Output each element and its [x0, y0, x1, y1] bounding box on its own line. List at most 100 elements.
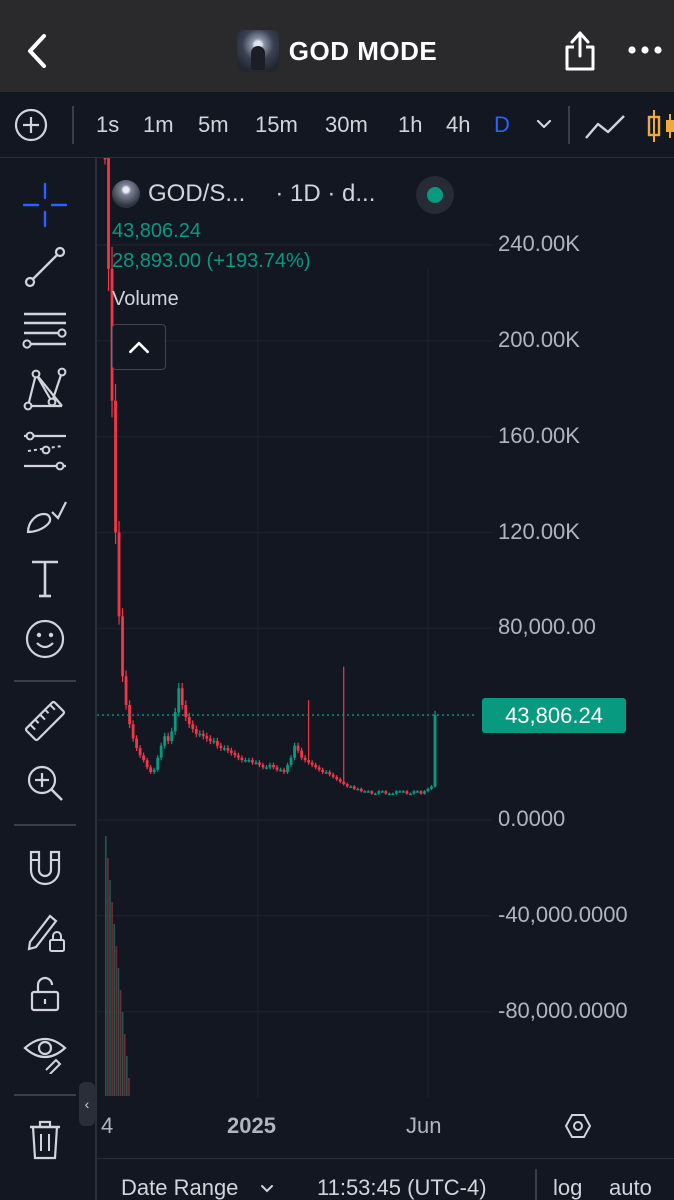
- interval-15m[interactable]: 15m: [255, 112, 298, 137]
- candle-body: [258, 762, 261, 765]
- volume-bar: [128, 1078, 130, 1096]
- volume-bar: [109, 880, 111, 1096]
- unlock-icon[interactable]: [22, 970, 68, 1016]
- pattern-icon[interactable]: [22, 366, 68, 412]
- y-axis-tick: 240.00K: [498, 231, 580, 256]
- log-scale-toggle[interactable]: log: [553, 1175, 583, 1200]
- auto-scale-toggle[interactable]: auto: [609, 1175, 652, 1200]
- candle-body: [205, 736, 209, 739]
- trash-icon[interactable]: [22, 1116, 68, 1162]
- candle-body: [359, 788, 363, 792]
- candle-body: [296, 745, 300, 751]
- candle-body: [184, 705, 188, 717]
- eye-icon[interactable]: [22, 1028, 68, 1074]
- crosshair-icon[interactable]: [22, 182, 68, 228]
- candle-body: [321, 769, 325, 773]
- candle-body: [251, 760, 254, 763]
- header-title-group: GOD MODE: [0, 30, 674, 72]
- ruler-icon[interactable]: [22, 698, 68, 744]
- candle-body: [261, 764, 265, 768]
- candle-body: [107, 158, 110, 269]
- candle-body: [240, 757, 244, 761]
- interval-1h[interactable]: 1h: [398, 112, 423, 137]
- candle-body: [173, 712, 177, 732]
- tools-divider: [14, 824, 76, 826]
- candle-body: [117, 532, 121, 617]
- more-horizontal-icon[interactable]: [628, 44, 662, 56]
- magnet-icon[interactable]: [22, 846, 68, 892]
- symbol-name: GOD/S...: [148, 180, 246, 207]
- candle-body: [300, 750, 303, 758]
- candle-body: [338, 779, 342, 782]
- drawing-tools-sidebar: [0, 158, 92, 1200]
- market-status-indicator[interactable]: [416, 176, 454, 214]
- legend-collapse-button[interactable]: [112, 324, 166, 370]
- tools-divider: [14, 680, 76, 682]
- candle-body: [391, 793, 395, 796]
- candle-body: [170, 731, 174, 741]
- trend-line-icon[interactable]: [22, 244, 68, 290]
- symbol-legend[interactable]: GOD/S... · 1D · d...: [112, 180, 375, 208]
- candle-body: [426, 788, 430, 792]
- candle-body: [349, 786, 353, 788]
- candle-body: [268, 764, 272, 768]
- timezone-clock[interactable]: 11:53:45 (UTC-4): [317, 1175, 487, 1200]
- candle-body: [131, 724, 135, 739]
- candle-body: [177, 688, 181, 713]
- share-icon[interactable]: [562, 28, 598, 72]
- candle-body: [180, 688, 184, 705]
- interval-5m[interactable]: 5m: [198, 112, 229, 137]
- candle-body: [194, 728, 198, 734]
- add-circle-icon[interactable]: [14, 108, 48, 142]
- candle-body: [124, 676, 128, 705]
- date-range-button[interactable]: Date Range: [121, 1175, 239, 1200]
- candle-body: [121, 616, 124, 677]
- candle-body: [293, 745, 296, 758]
- candles-chart-icon[interactable]: [644, 108, 674, 144]
- candle-body: [237, 755, 240, 758]
- prediction-icon[interactable]: [22, 428, 68, 474]
- chevron-down-icon[interactable]: [259, 1181, 275, 1197]
- brush-icon[interactable]: [22, 492, 68, 538]
- candle-body: [265, 767, 268, 769]
- candle-body: [219, 745, 223, 749]
- candle-body: [152, 769, 156, 773]
- candle-body: [307, 760, 311, 763]
- text-icon[interactable]: [22, 556, 68, 602]
- candle-body: [198, 733, 202, 736]
- interval-toolbar: 1s 1m 5m 15m 30m 1h 4h D: [0, 92, 674, 158]
- zoom-in-icon[interactable]: [22, 760, 68, 806]
- interval-4h[interactable]: 4h: [446, 112, 471, 137]
- volume-bar: [117, 968, 120, 1096]
- line-chart-icon[interactable]: [584, 112, 626, 142]
- app-avatar: [236, 30, 279, 72]
- candle-body: [409, 793, 412, 796]
- price-change-value: 28,893.00 (+193.74%): [112, 250, 311, 272]
- toolbar-divider: [72, 106, 74, 144]
- lock-drawing-icon[interactable]: [22, 908, 68, 954]
- emoji-icon[interactable]: [22, 616, 68, 662]
- coin-logo: [112, 180, 140, 208]
- candle-body: [310, 762, 314, 765]
- back-chevron-icon[interactable]: [22, 32, 52, 70]
- candle-body: [366, 791, 370, 793]
- candle-body: [272, 764, 275, 768]
- candle-body: [201, 733, 205, 737]
- interval-d[interactable]: D: [494, 112, 510, 137]
- collapse-sidebar-button[interactable]: ‹: [79, 1082, 95, 1126]
- candle-body: [352, 786, 356, 789]
- candle-body: [275, 767, 279, 770]
- chart-settings-icon[interactable]: [564, 1112, 592, 1140]
- fib-retracement-icon[interactable]: [22, 306, 68, 352]
- y-axis-tick: 160.00K: [498, 422, 580, 448]
- interval-1s[interactable]: 1s: [96, 112, 120, 137]
- volume-bar: [107, 858, 109, 1096]
- chevron-down-icon[interactable]: [534, 114, 554, 134]
- candle-body: [145, 760, 149, 768]
- candle-body: [419, 791, 423, 794]
- interval-30m[interactable]: 30m: [325, 112, 368, 137]
- candle-body: [373, 793, 377, 796]
- candle-body: [289, 757, 293, 765]
- candle-body: [215, 740, 219, 746]
- interval-1m[interactable]: 1m: [143, 112, 174, 137]
